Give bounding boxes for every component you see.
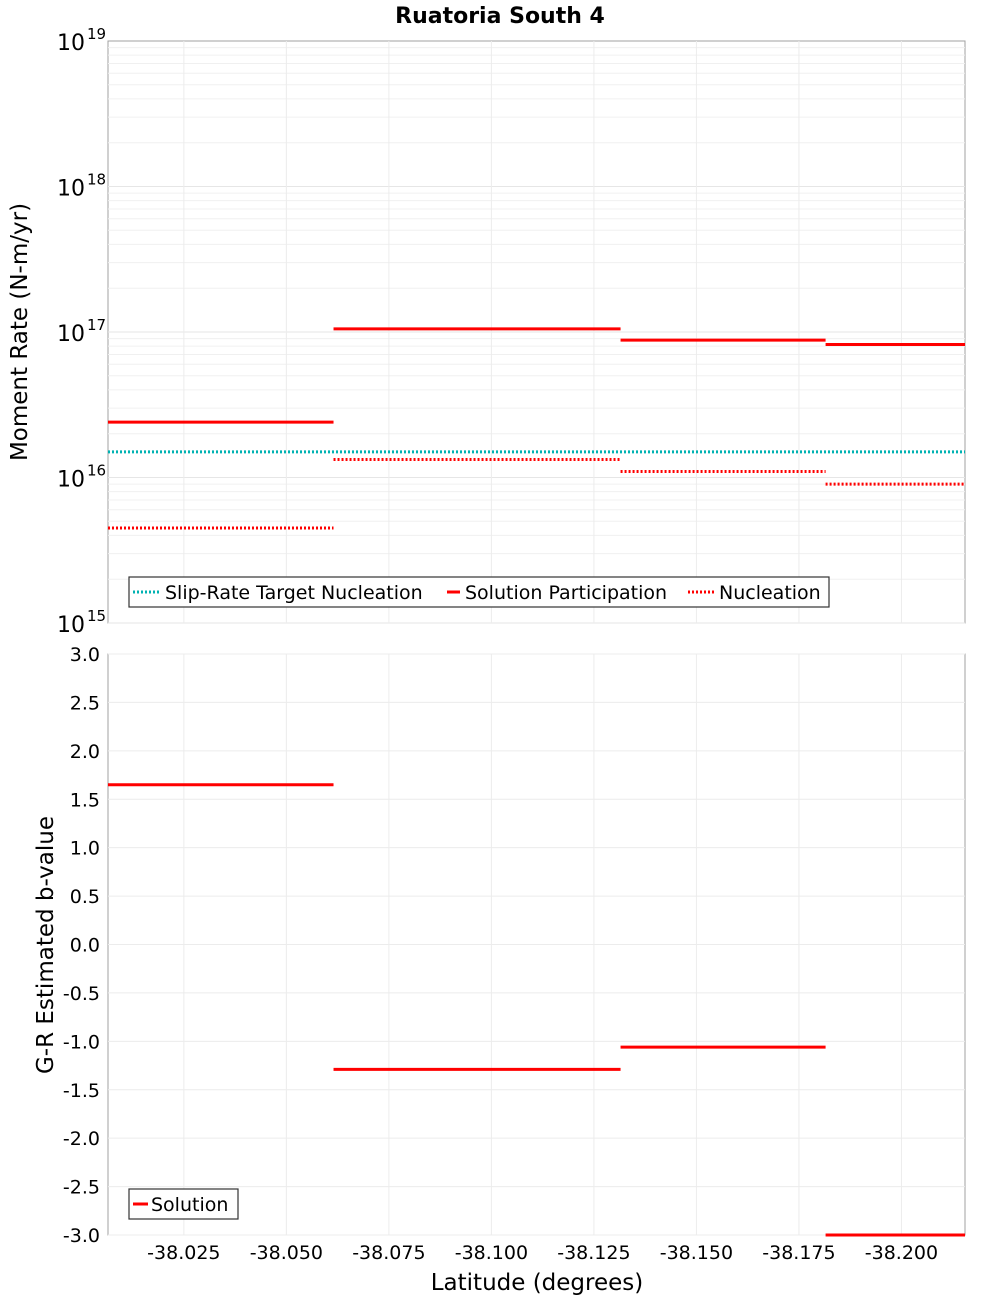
moment-rate-gridlines <box>108 41 965 624</box>
y-tick-label: -2.0 <box>63 1128 100 1150</box>
y-tick-label-exponent: 18 <box>87 171 106 189</box>
legend-label-solution-participation: Solution Participation <box>465 582 667 604</box>
b-value-series <box>108 783 965 1237</box>
y-tick-label: 2.0 <box>70 741 100 763</box>
y-tick-label: 0.5 <box>70 886 100 908</box>
b-value-y-axis-title: G-R Estimated b-value <box>33 816 59 1074</box>
moment-rate-y-axis-title: Moment Rate (N-m/yr) <box>7 203 33 461</box>
b-value-legend: Solution <box>128 1188 239 1220</box>
y-tick-label: -3.0 <box>63 1225 100 1247</box>
b-value-panel: 3.0 2.5 2.0 1.5 1.0 0.5 0.0 -0.5 -1.0 -1.5 -2.0 -2.… <box>33 644 966 1296</box>
y-tick-label: 3.0 <box>70 644 100 666</box>
y-tick-label: 0.0 <box>70 935 100 957</box>
y-tick-label-exponent: 15 <box>87 607 106 625</box>
x-tick-label: -38.100 <box>455 1242 528 1264</box>
b-value-y-ticks: 3.0 2.5 2.0 1.5 1.0 0.5 0.0 -0.5 -1.0 -1.5 -2.0 -2.… <box>63 644 100 1247</box>
moment-rate-legend: Slip-Rate Target Nucleation Solution Par… <box>128 576 830 608</box>
x-tick-label: -38.125 <box>557 1242 630 1264</box>
y-tick-label: -1.5 <box>63 1080 100 1102</box>
y-tick-label: -1.0 <box>63 1031 100 1053</box>
y-tick-label-exponent: 19 <box>87 25 106 43</box>
x-axis-title: Latitude (degrees) <box>431 1270 644 1296</box>
y-tick-label-base: 10 <box>57 613 85 638</box>
legend-label-slip-rate-target: Slip-Rate Target Nucleation <box>165 582 423 604</box>
moment-rate-series <box>108 327 965 530</box>
x-tick-label: -38.075 <box>352 1242 425 1264</box>
y-tick-label-base: 10 <box>57 31 85 56</box>
chart-title: Ruatoria South 4 <box>395 4 605 29</box>
y-tick-label-exponent: 17 <box>87 316 106 334</box>
b-value-gridlines <box>108 653 965 1236</box>
y-tick-label: -2.5 <box>63 1177 100 1199</box>
x-tick-label: -38.150 <box>660 1242 733 1264</box>
x-tick-label: -38.025 <box>147 1242 220 1264</box>
legend-label-solution: Solution <box>151 1194 228 1216</box>
y-tick-label-base: 10 <box>57 177 85 202</box>
x-tick-label: -38.175 <box>762 1242 835 1264</box>
x-tick-label: -38.050 <box>250 1242 323 1264</box>
latitude-x-ticks: -38.025 -38.050 -38.075 -38.100 -38.125 -38.1… <box>147 1242 938 1264</box>
y-tick-label-base: 10 <box>57 322 85 347</box>
x-tick-label: -38.200 <box>865 1242 938 1264</box>
y-tick-label: 1.5 <box>70 789 100 811</box>
y-tick-label: 1.0 <box>70 838 100 860</box>
y-tick-label: 2.5 <box>70 692 100 714</box>
legend-label-nucleation: Nucleation <box>719 582 821 604</box>
y-tick-label-exponent: 16 <box>87 462 106 480</box>
y-tick-label: -0.5 <box>63 983 100 1005</box>
y-tick-label-base: 10 <box>57 468 85 493</box>
